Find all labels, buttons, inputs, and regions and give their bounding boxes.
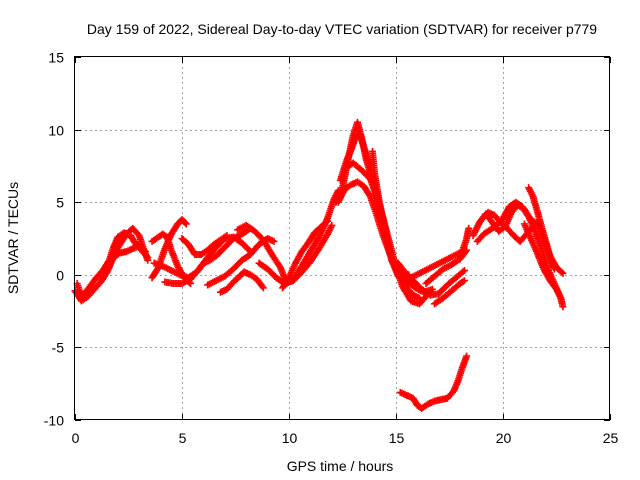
data-point [182, 220, 190, 228]
data-series-23 [396, 352, 471, 412]
data-point [223, 232, 231, 240]
data-point [324, 217, 332, 225]
data-point [328, 221, 336, 229]
ticks [75, 57, 611, 421]
data-point [421, 294, 429, 302]
y-axis-label: SDTVAR / TECUs [5, 182, 21, 294]
data-series-25 [473, 198, 567, 311]
data-point [463, 352, 471, 360]
y-tick-label: 10 [48, 123, 64, 139]
data-series-21 [422, 246, 471, 288]
data-series-26 [478, 208, 537, 245]
data-point [181, 219, 189, 227]
x-tick-label: 15 [389, 430, 405, 446]
data-point [459, 278, 467, 286]
tick-labels: 0 5 10 15 20 25 -10 -5 0 5 10 15 [44, 50, 619, 447]
data-point [460, 277, 468, 285]
data-point [465, 224, 473, 232]
data-point [459, 268, 467, 276]
chart-title: Day 159 of 2022, Sidereal Day-to-day VTE… [87, 21, 597, 37]
data-series-13 [279, 217, 332, 292]
x-tick-label: 10 [282, 430, 298, 446]
data-series-3 [103, 224, 152, 274]
y-tick-label: 0 [56, 268, 64, 284]
y-tick-label: -10 [44, 413, 64, 429]
y-tick-label: 15 [48, 50, 64, 66]
data-series-27 [525, 184, 558, 273]
x-axis-label: GPS time / hours [287, 458, 394, 474]
data-point [460, 266, 468, 274]
y-tick-label: -5 [52, 340, 65, 356]
data-point [322, 218, 330, 226]
data-point [559, 269, 567, 277]
x-tick-label: 0 [72, 430, 80, 446]
x-tick-label: 20 [496, 430, 512, 446]
data-series-8 [178, 232, 231, 258]
data-point [462, 248, 470, 256]
data-series-22 [431, 277, 468, 308]
data-point [259, 284, 267, 292]
data-point [559, 303, 567, 311]
data-point [258, 282, 266, 290]
data-point [463, 246, 471, 254]
data-point [270, 237, 278, 245]
x-tick-label: 25 [603, 430, 619, 446]
y-tick-label: 5 [56, 195, 64, 211]
data-point [144, 256, 152, 264]
data-point [558, 268, 566, 276]
x-tick-label: 5 [179, 430, 187, 446]
data-point [550, 265, 558, 273]
data-series-20 [394, 259, 468, 299]
data-point [557, 294, 565, 302]
data-series-10 [217, 268, 267, 296]
data-layer [71, 118, 567, 412]
plot-frame [74, 56, 610, 420]
data-point [529, 223, 537, 231]
data-series-28 [520, 220, 565, 302]
